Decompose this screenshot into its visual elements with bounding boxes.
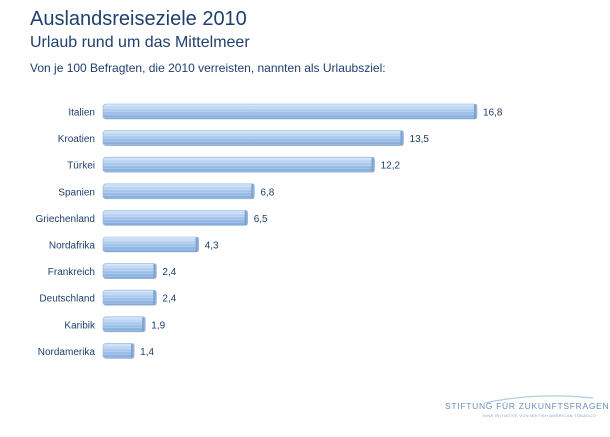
- bar-texture: [103, 290, 157, 306]
- bar-texture: [103, 183, 255, 199]
- foundation-logo: STIFTUNG FÜR ZUKUNFTSFRAGEN EINE INITIAT…: [445, 394, 609, 430]
- bar-texture: [103, 130, 404, 146]
- value-label: 13,5: [410, 134, 430, 145]
- value-label: 1,4: [140, 347, 154, 358]
- logo-text: STIFTUNG FÜR ZUKUNFTSFRAGEN: [445, 401, 610, 411]
- bar-texture: [103, 316, 146, 332]
- bar-texture: [103, 210, 248, 226]
- bar-texture: [103, 263, 157, 279]
- category-label: Türkei: [67, 161, 95, 172]
- category-label: Griechenland: [36, 214, 95, 225]
- value-label: 6,5: [254, 214, 268, 225]
- bar-texture: [103, 343, 135, 359]
- bar-end-cap: [153, 263, 157, 279]
- chart-subtitle: Urlaub rund um das Mittelmeer: [30, 34, 250, 51]
- value-label: 2,4: [162, 294, 176, 305]
- category-label: Frankreich: [48, 267, 95, 278]
- bar-end-cap: [195, 237, 199, 252]
- bar-texture: [103, 104, 477, 119]
- bar-end-cap: [371, 157, 375, 173]
- bar-end-cap: [153, 290, 157, 306]
- value-label: 12,2: [381, 161, 401, 172]
- bar-texture: [103, 157, 375, 173]
- bar-end-cap: [131, 343, 135, 359]
- category-label: Italien: [68, 108, 95, 119]
- category-label: Nordafrika: [49, 241, 96, 252]
- bar-end-cap: [400, 130, 404, 146]
- bar-end-cap: [474, 104, 477, 119]
- category-label: Karibik: [64, 320, 96, 331]
- category-label: Nordamerika: [38, 347, 96, 358]
- logo-subtext: EINE INITIATIVE VON BRITISH AMERICAN TOB…: [483, 413, 596, 418]
- bar-end-cap: [251, 183, 255, 199]
- bar-end-cap: [142, 316, 146, 332]
- bar-end-cap: [244, 210, 248, 226]
- chart-note: Von je 100 Befragten, die 2010 verreiste…: [30, 61, 386, 75]
- value-label: 6,8: [260, 187, 274, 198]
- value-label: 2,4: [162, 267, 176, 278]
- value-label: 4,3: [205, 241, 219, 252]
- category-label: Spanien: [58, 187, 95, 198]
- bar-texture: [103, 237, 199, 252]
- value-label: 16,8: [483, 108, 503, 119]
- logo-swoosh-icon: [484, 395, 594, 404]
- chart-title: Auslandsreiseziele 2010: [30, 8, 247, 30]
- category-label: Deutschland: [39, 294, 95, 305]
- value-label: 1,9: [151, 320, 165, 331]
- category-label: Kroatien: [58, 134, 95, 145]
